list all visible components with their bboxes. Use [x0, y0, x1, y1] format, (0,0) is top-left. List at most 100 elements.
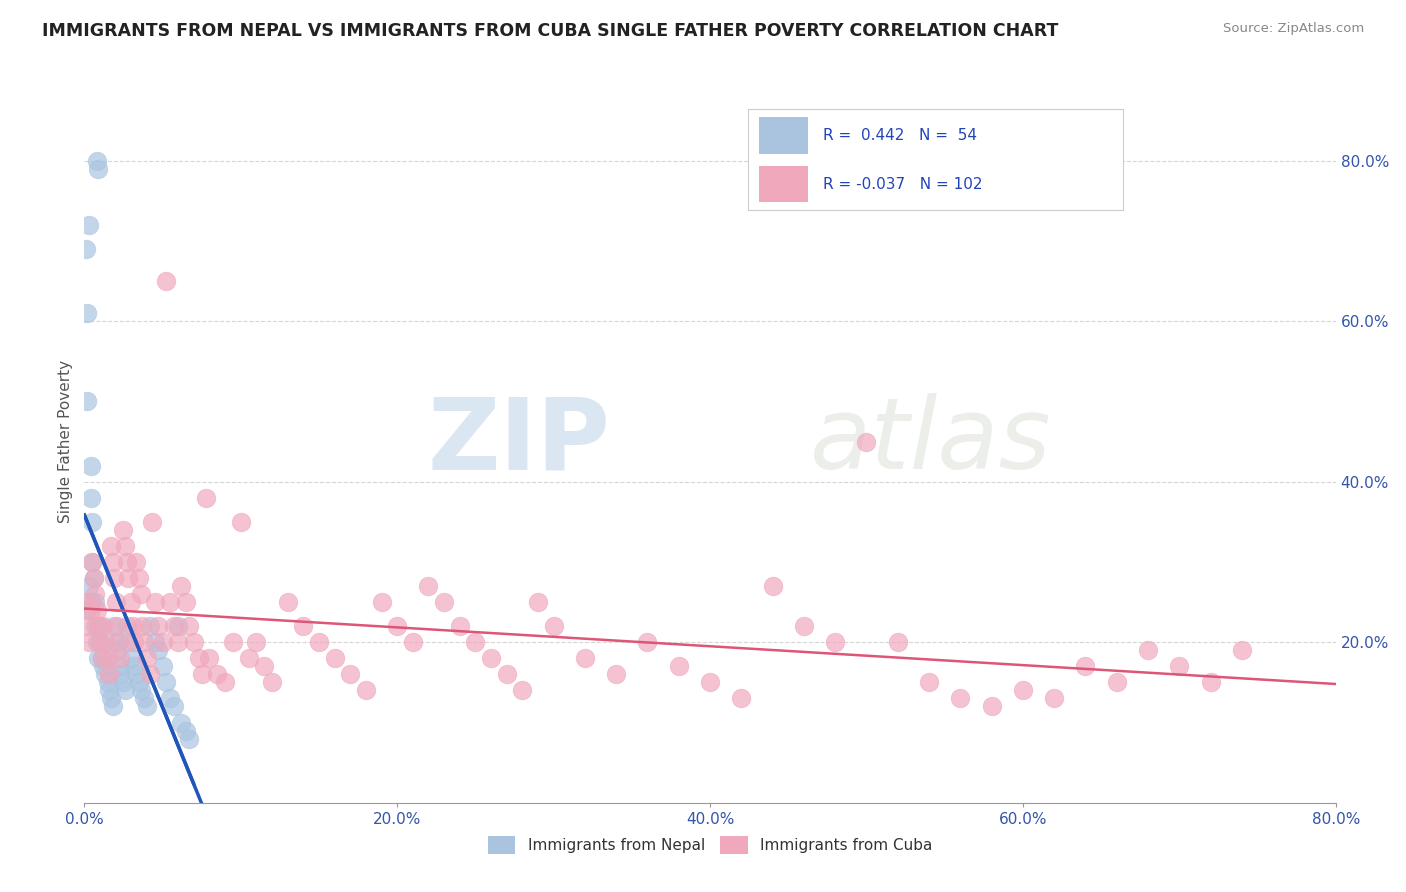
Point [159, 691, 181, 706]
Point [82, 515, 104, 529]
Point [1199, 675, 1222, 690]
Point [132, 635, 155, 649]
Point [124, 635, 146, 649]
Point [1074, 659, 1097, 673]
Point [114, 683, 136, 698]
Point [207, 667, 229, 681]
Point [86, 603, 108, 617]
Point [143, 635, 166, 649]
Point [323, 651, 346, 665]
Point [79, 603, 101, 617]
Point [107, 635, 129, 649]
Point [949, 691, 972, 706]
Point [104, 595, 127, 609]
Point [855, 434, 877, 449]
Point [253, 659, 276, 673]
Legend: Immigrants from Nepal, Immigrants from Cuba: Immigrants from Nepal, Immigrants from C… [482, 830, 938, 860]
Point [370, 595, 392, 609]
Point [167, 635, 190, 649]
Point [155, 675, 177, 690]
Point [77, 218, 100, 232]
Point [103, 619, 125, 633]
Point [90, 651, 112, 665]
Point [141, 515, 163, 529]
Point [89, 635, 111, 649]
Point [98, 667, 121, 681]
Point [82, 555, 104, 569]
Point [187, 651, 209, 665]
Point [1168, 659, 1191, 673]
Point [385, 619, 409, 633]
Point [1105, 675, 1128, 690]
Text: Source: ZipAtlas.com: Source: ZipAtlas.com [1223, 22, 1364, 36]
Text: ZIP: ZIP [427, 393, 610, 490]
Point [76, 306, 98, 320]
Point [91, 659, 114, 673]
Point [1043, 691, 1066, 706]
Point [139, 619, 162, 633]
Point [121, 619, 143, 633]
Point [83, 571, 105, 585]
Point [170, 579, 193, 593]
Point [793, 619, 815, 633]
Point [179, 619, 201, 633]
Point [86, 153, 108, 168]
Point [146, 643, 169, 657]
Point [730, 691, 752, 706]
Point [100, 539, 122, 553]
Point [605, 667, 627, 681]
Point [699, 675, 721, 690]
Point [98, 683, 121, 698]
Point [292, 619, 315, 633]
Point [76, 619, 98, 633]
Point [170, 715, 193, 730]
Point [100, 691, 122, 706]
Point [79, 458, 101, 473]
Point [139, 667, 162, 681]
Point [174, 595, 197, 609]
Point [887, 635, 910, 649]
Point [76, 603, 98, 617]
Point [152, 635, 174, 649]
Point [125, 667, 148, 681]
Point [214, 675, 236, 690]
Point [117, 571, 139, 585]
Point [449, 619, 471, 633]
Point [89, 635, 111, 649]
Point [668, 659, 690, 673]
Point [129, 587, 152, 601]
Point [83, 571, 105, 585]
Point [128, 571, 150, 585]
Point [136, 651, 159, 665]
Point [262, 675, 284, 690]
Point [120, 651, 142, 665]
Point [83, 595, 105, 609]
Point [229, 515, 252, 529]
Text: atlas: atlas [810, 393, 1052, 490]
Point [183, 635, 205, 649]
Point [115, 619, 138, 633]
Point [402, 635, 425, 649]
Point [162, 619, 184, 633]
Point [527, 595, 550, 609]
Point [159, 595, 181, 609]
Point [112, 675, 135, 690]
Point [75, 242, 97, 256]
Point [77, 635, 100, 649]
Point [1136, 643, 1159, 657]
Point [152, 659, 174, 673]
Y-axis label: Single Father Poverty: Single Father Poverty [58, 360, 73, 523]
Point [110, 667, 132, 681]
Point [132, 691, 155, 706]
Point [433, 595, 456, 609]
Point [167, 619, 190, 633]
Point [87, 619, 110, 633]
Point [110, 651, 132, 665]
Point [79, 491, 101, 505]
Point [82, 555, 104, 569]
Point [112, 523, 135, 537]
Point [93, 635, 115, 649]
Point [245, 635, 267, 649]
Point [128, 675, 150, 690]
Point [103, 571, 125, 585]
